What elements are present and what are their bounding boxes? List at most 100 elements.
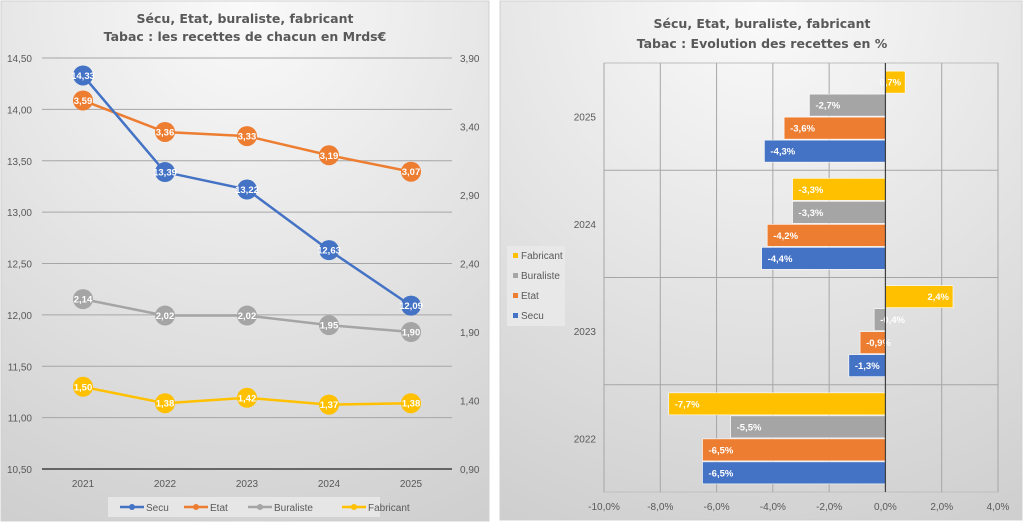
left-chart-panel <box>0 0 490 522</box>
data-label: 12,09 <box>399 301 423 312</box>
legend-item: Etat <box>210 503 228 514</box>
legend-item: Secu <box>146 503 169 514</box>
x-tick: -10,0% <box>588 502 620 513</box>
data-label: 1,38 <box>156 399 175 410</box>
x-tick: 0,0% <box>874 502 897 513</box>
legend-item: Etat <box>521 291 539 302</box>
right-chart-subtitle: Tabac : Evolution des recettes en % <box>637 36 888 51</box>
left-y-tick: 12,50 <box>7 260 32 271</box>
x-tick: 2,0% <box>930 502 953 513</box>
data-label: -4,4% <box>768 254 793 265</box>
x-tick: 4,0% <box>987 502 1010 513</box>
data-label: -7,7% <box>675 399 700 410</box>
data-point <box>319 394 339 415</box>
data-label: 12,63 <box>317 246 341 257</box>
data-point <box>401 322 421 342</box>
left-y-tick: 14,00 <box>7 105 32 116</box>
y-tick: 2023 <box>574 327 597 338</box>
x-tick: -2,0% <box>816 502 842 513</box>
right-y-tick: 1,90 <box>460 328 480 339</box>
left-y-tick: 10,50 <box>7 465 32 476</box>
data-point <box>319 315 339 336</box>
data-label: 13,39 <box>153 168 177 179</box>
data-label: 2,02 <box>238 311 257 322</box>
data-label: 1,38 <box>402 399 421 410</box>
legend <box>507 246 565 326</box>
left-y-tick: 11,00 <box>8 414 33 425</box>
legend-swatch-icon <box>513 313 518 318</box>
legend-marker-icon <box>129 504 135 510</box>
data-label: -6,5% <box>709 445 734 456</box>
legend-item: Fabricant <box>521 251 563 262</box>
data-label: -3,3% <box>799 208 824 219</box>
data-point <box>237 126 257 147</box>
data-label: -4,2% <box>773 231 798 242</box>
x-tick: 2024 <box>318 479 341 490</box>
data-point <box>73 90 93 111</box>
data-point <box>401 393 421 414</box>
data-point <box>73 376 93 397</box>
data-label: -4,3% <box>770 147 795 158</box>
data-point <box>237 305 257 326</box>
data-point <box>401 161 421 182</box>
right-chart-title: Sécu, Etat, buraliste, fabricant <box>654 16 871 31</box>
data-point <box>73 65 93 86</box>
data-label: 1,42 <box>238 393 257 404</box>
x-tick: 2022 <box>154 479 177 490</box>
data-label: 3,36 <box>156 127 175 138</box>
x-tick: -4,0% <box>760 502 786 513</box>
data-label: -5,5% <box>737 422 762 433</box>
x-tick: 2021 <box>72 479 95 490</box>
data-point <box>319 145 339 166</box>
data-point <box>155 162 175 183</box>
data-label: 3,59 <box>74 96 93 107</box>
data-label: 2,02 <box>156 311 175 322</box>
y-tick: 2022 <box>574 434 597 445</box>
legend-marker-icon <box>193 504 199 510</box>
data-label: -3,6% <box>790 124 815 135</box>
right-y-tick: 0,90 <box>460 465 480 476</box>
data-label: 0,7% <box>879 78 901 89</box>
data-label: 3,19 <box>320 151 339 162</box>
data-label: 1,95 <box>320 321 339 332</box>
data-label: -1,3% <box>855 361 880 372</box>
data-label: -0,9% <box>866 338 891 349</box>
data-point <box>237 179 257 200</box>
legend-swatch-icon <box>513 293 518 298</box>
right-y-tick: 3,40 <box>460 123 480 134</box>
data-label: 3,33 <box>238 132 257 143</box>
y-tick: 2024 <box>574 220 597 231</box>
left-chart-subtitle: Tabac : les recettes de chacun en Mrds€ <box>104 29 387 44</box>
data-label: 13,22 <box>235 185 259 196</box>
bar-fabricant <box>668 392 886 416</box>
data-label: 3,07 <box>402 167 421 178</box>
legend-item: Buraliste <box>274 503 313 514</box>
data-label: 1,90 <box>402 328 421 339</box>
right-y-tick: 2,90 <box>460 191 480 202</box>
left-y-tick: 12,00 <box>7 311 32 322</box>
left-chart-title: Sécu, Etat, buraliste, fabricant <box>137 11 354 26</box>
data-label: 2,14 <box>74 295 93 306</box>
data-point <box>319 240 339 261</box>
legend <box>108 497 380 517</box>
data-point <box>237 387 257 408</box>
left-y-tick: 11,50 <box>8 362 33 373</box>
data-label: -6,5% <box>709 468 734 479</box>
legend-swatch-icon <box>513 253 518 258</box>
legend-item: Fabricant <box>368 503 410 514</box>
x-tick: -8,0% <box>647 502 673 513</box>
y-tick: 2025 <box>574 113 597 124</box>
data-point <box>155 121 175 142</box>
left-y-tick: 13,50 <box>7 157 32 168</box>
data-label: 14,33 <box>71 71 95 82</box>
legend-swatch-icon <box>513 273 518 278</box>
data-label: 1,37 <box>320 400 339 411</box>
data-label: -3,3% <box>799 185 824 196</box>
x-tick: -6,0% <box>704 502 730 513</box>
data-point <box>155 305 175 326</box>
data-label: -2,7% <box>815 101 840 112</box>
data-label: 1,50 <box>74 382 93 393</box>
right-y-tick: 3,90 <box>460 54 480 65</box>
data-label: 2,4% <box>927 292 949 303</box>
